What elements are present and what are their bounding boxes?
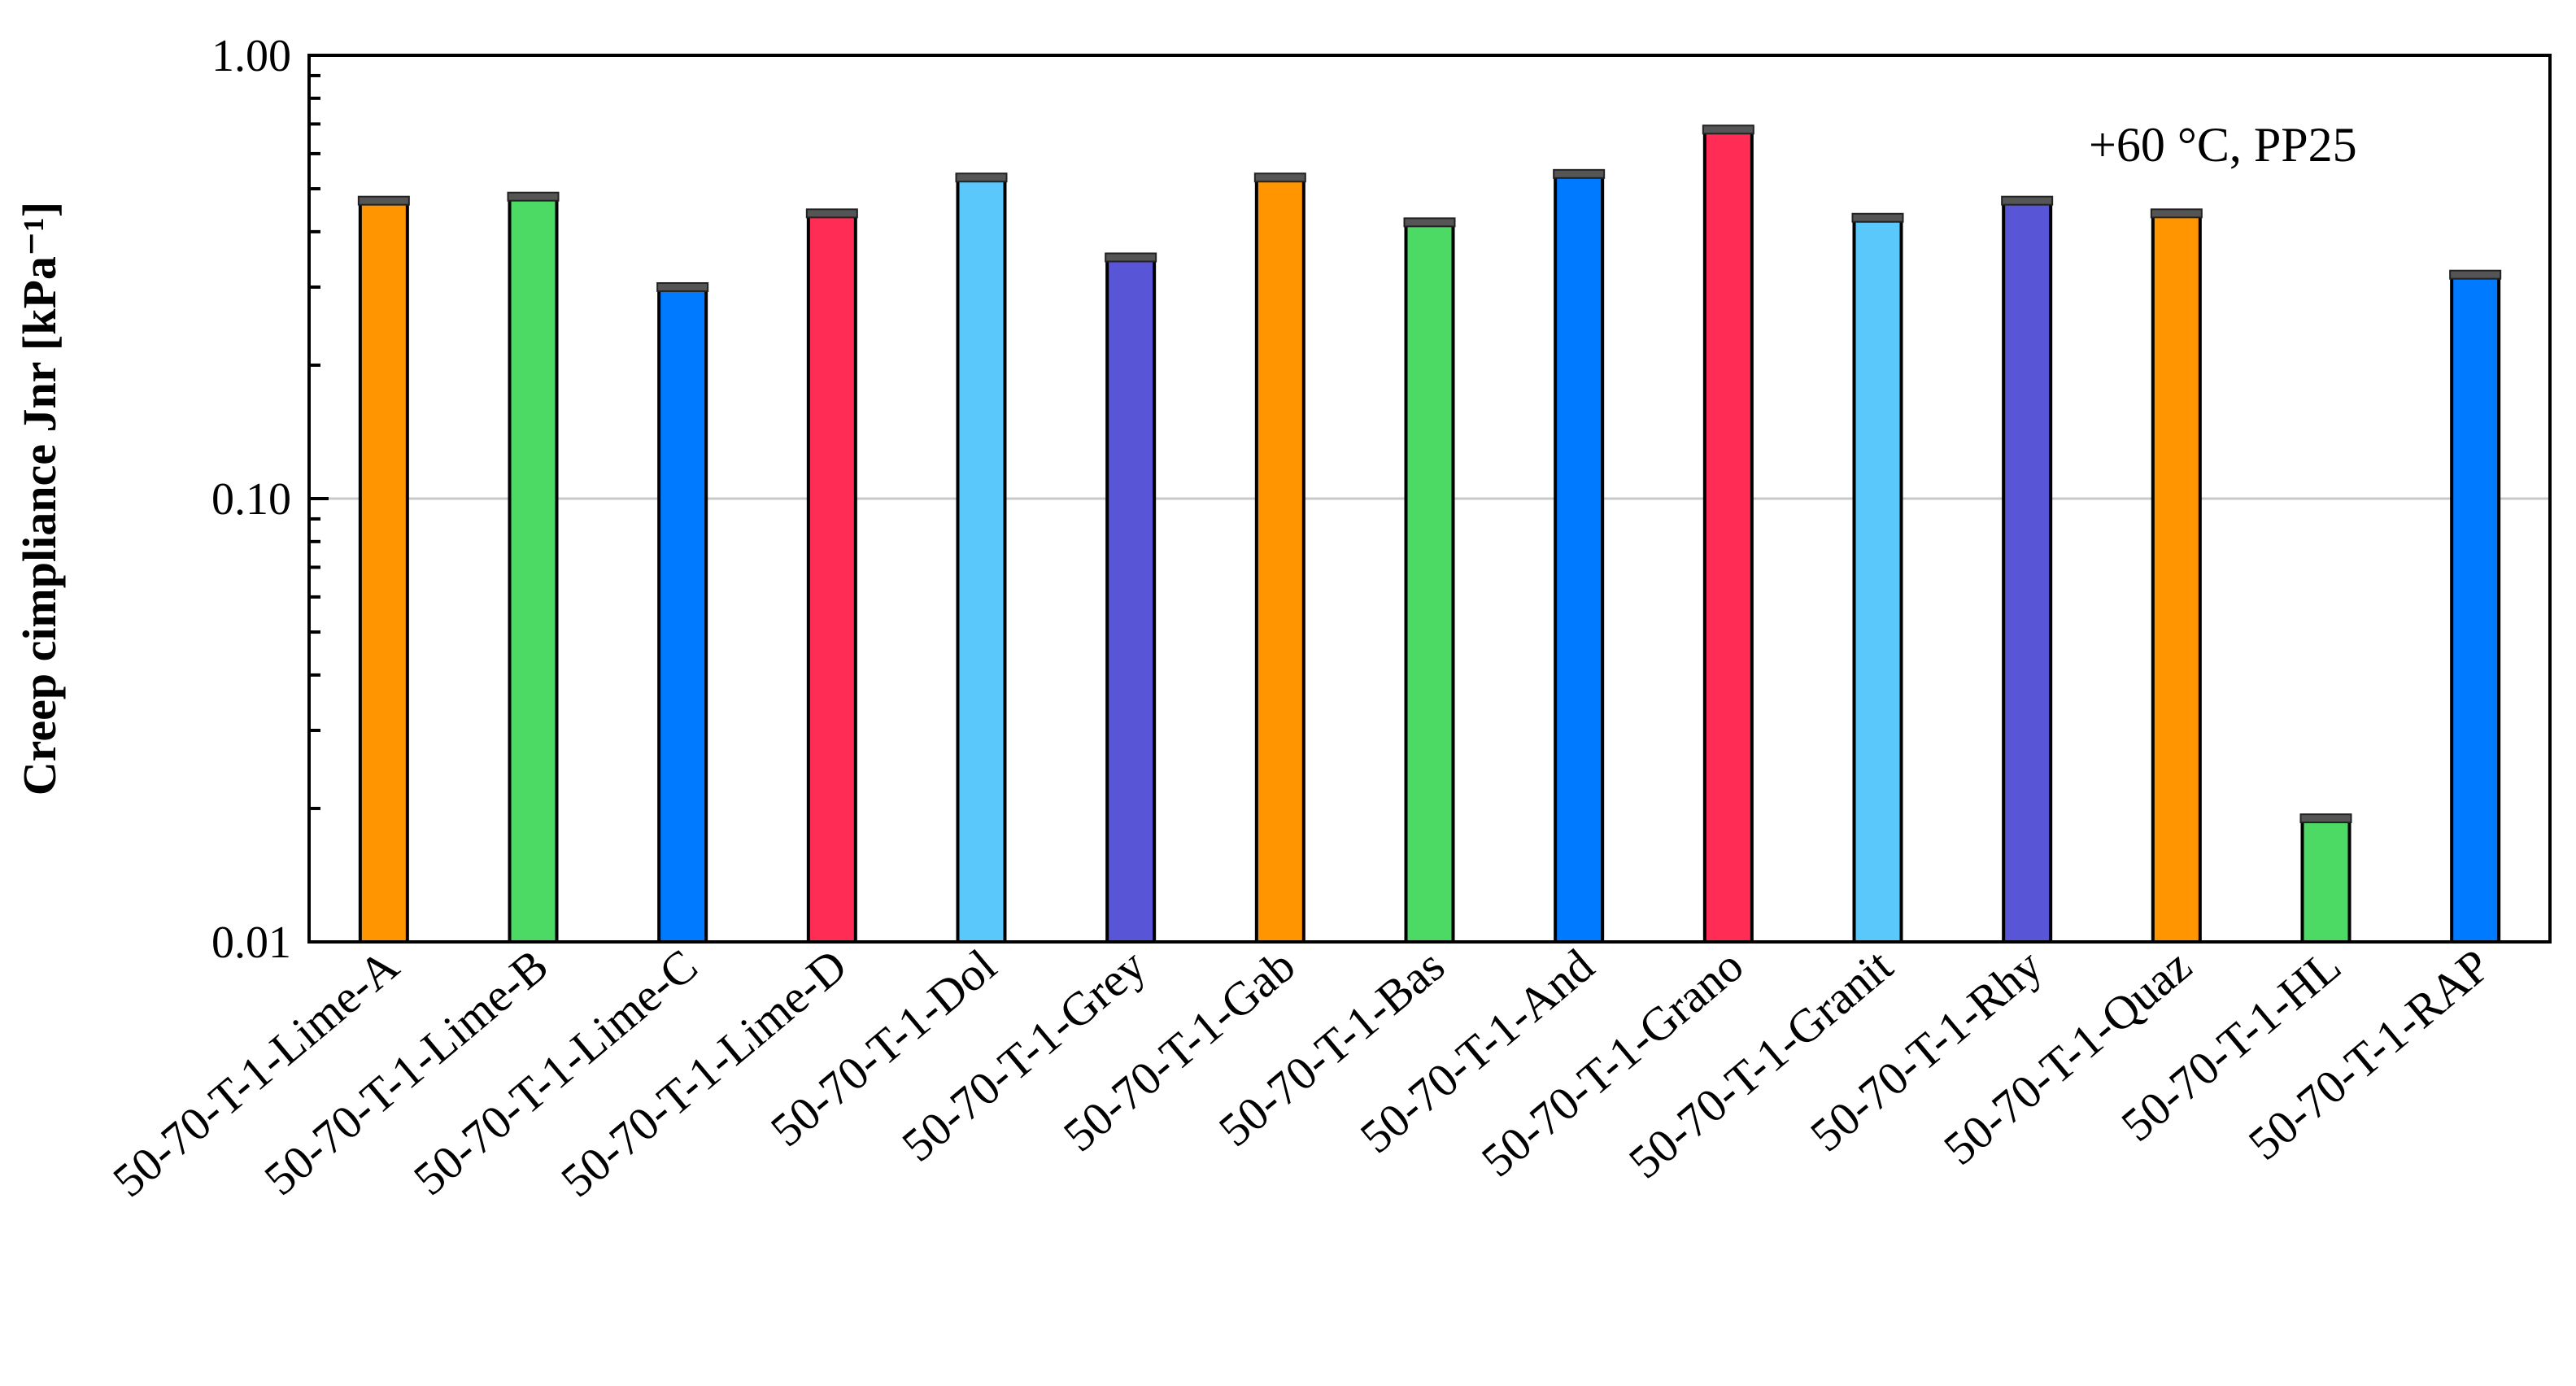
bar-50-70-T-1-Bas bbox=[1404, 220, 1455, 944]
bar-50-70-T-1-Lime-C bbox=[657, 285, 708, 944]
error-cap bbox=[357, 195, 410, 206]
bar-50-70-T-1-And bbox=[1554, 172, 1605, 944]
x-axis-labels: 50-70-T-1-Lime-A50-70-T-1-Lime-B50-70-T-… bbox=[102, 939, 2500, 1207]
y-tick-label: 0.01 bbox=[211, 917, 291, 968]
bar-50-70-T-1-Grano bbox=[1702, 128, 1754, 944]
bar-50-70-T-1-Dol bbox=[956, 176, 1007, 944]
bar-50-70-T-1-Granit bbox=[1852, 216, 1903, 944]
error-cap bbox=[507, 191, 560, 202]
bar-50-70-T-1-HL bbox=[2300, 817, 2352, 944]
bar-50-70-T-1-Grey bbox=[1105, 255, 1157, 944]
bar-50-70-T-1-Lime-B bbox=[508, 194, 559, 944]
error-cap bbox=[1851, 212, 1904, 223]
error-cap bbox=[2449, 269, 2502, 280]
bar-50-70-T-1-RAP bbox=[2450, 272, 2501, 944]
y-axis-ticks: 0.01 0.10 1.00 bbox=[211, 31, 329, 968]
x-tick-label: 50-70-T-1-Granit bbox=[1619, 939, 1903, 1188]
bar-50-70-T-1-Rhy bbox=[2002, 198, 2053, 944]
y-axis-title: Creep cimpliance Jnr [kPa⁻¹] bbox=[13, 202, 66, 796]
error-cap bbox=[2299, 813, 2352, 824]
bar-50-70-T-1-Lime-A bbox=[358, 198, 409, 944]
error-cap bbox=[2001, 195, 2054, 206]
error-cap bbox=[1403, 217, 1456, 228]
bars bbox=[357, 124, 2502, 944]
error-cap bbox=[1105, 252, 1157, 263]
error-cap bbox=[1553, 168, 1606, 179]
y-tick-label: 1.00 bbox=[211, 31, 291, 81]
x-tick-label: 50-70-T-1-Quaz bbox=[1933, 939, 2201, 1175]
error-cap bbox=[1702, 124, 1754, 135]
chart-annotation: +60 °C, PP25 bbox=[2089, 118, 2357, 172]
bar-50-70-T-1-Quaz bbox=[2151, 211, 2202, 944]
error-cap bbox=[805, 208, 858, 219]
x-tick-label: 50-70-T-1-Grano bbox=[1471, 939, 1753, 1187]
error-cap bbox=[955, 172, 1008, 183]
y-tick-label: 0.10 bbox=[211, 474, 291, 525]
error-cap bbox=[2150, 208, 2203, 219]
error-cap bbox=[1253, 172, 1306, 183]
error-cap bbox=[656, 281, 709, 292]
bar-50-70-T-1-Lime-D bbox=[806, 211, 857, 944]
bar-50-70-T-1-Gab bbox=[1254, 176, 1305, 944]
